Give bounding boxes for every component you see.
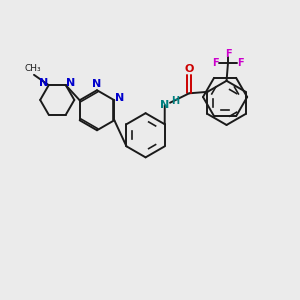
Text: F: F (237, 58, 244, 68)
Text: H: H (171, 96, 179, 106)
Text: N: N (160, 100, 170, 110)
Text: N: N (67, 78, 76, 88)
Text: F: F (212, 58, 219, 68)
Text: F: F (225, 49, 231, 59)
Text: CH₃: CH₃ (24, 64, 41, 73)
Text: N: N (39, 78, 48, 88)
Text: N: N (92, 79, 102, 89)
Text: O: O (184, 64, 194, 74)
Text: N: N (115, 94, 124, 103)
